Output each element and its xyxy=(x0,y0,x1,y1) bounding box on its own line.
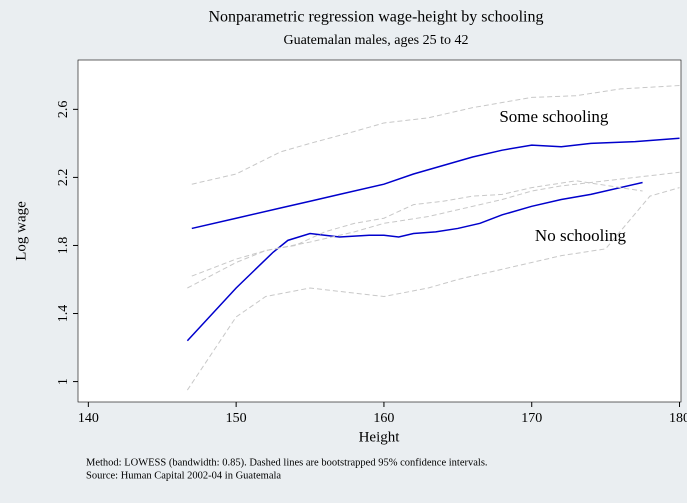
line xyxy=(191,137,680,230)
ci-line xyxy=(191,85,680,185)
x-tick-label: 170 xyxy=(521,411,542,426)
note: Method: LOWESS (bandwidth: 0.85). Dashed… xyxy=(86,457,488,468)
y-tick-label: 2.6 xyxy=(56,101,71,119)
line xyxy=(186,181,643,342)
x-axis-label: Height xyxy=(359,429,401,445)
series-label: Some schooling xyxy=(499,107,609,126)
ci-line xyxy=(187,180,643,289)
plot-area xyxy=(77,59,682,403)
y-tick-label: 2.2 xyxy=(56,169,71,187)
x-tick-label: 150 xyxy=(226,411,247,426)
x-tick-label: 140 xyxy=(78,411,99,426)
ci-line xyxy=(191,171,680,277)
y-tick-label: 1 xyxy=(56,378,71,385)
note: Source: Human Capital 2002-04 in Guatema… xyxy=(86,470,281,481)
chart-title: Nonparametric regression wage-height by … xyxy=(208,9,543,26)
ci-line xyxy=(186,187,680,391)
y-tick-label: 1.8 xyxy=(56,237,71,255)
x-tick-label: 180 xyxy=(669,411,687,426)
y-axis-label: Log wage xyxy=(13,201,29,261)
y-tick-label: 1.4 xyxy=(56,305,71,323)
chart-subtitle: Guatemalan males, ages 25 to 42 xyxy=(283,33,468,48)
series-label: No schooling xyxy=(535,226,627,245)
x-tick-label: 160 xyxy=(373,411,394,426)
